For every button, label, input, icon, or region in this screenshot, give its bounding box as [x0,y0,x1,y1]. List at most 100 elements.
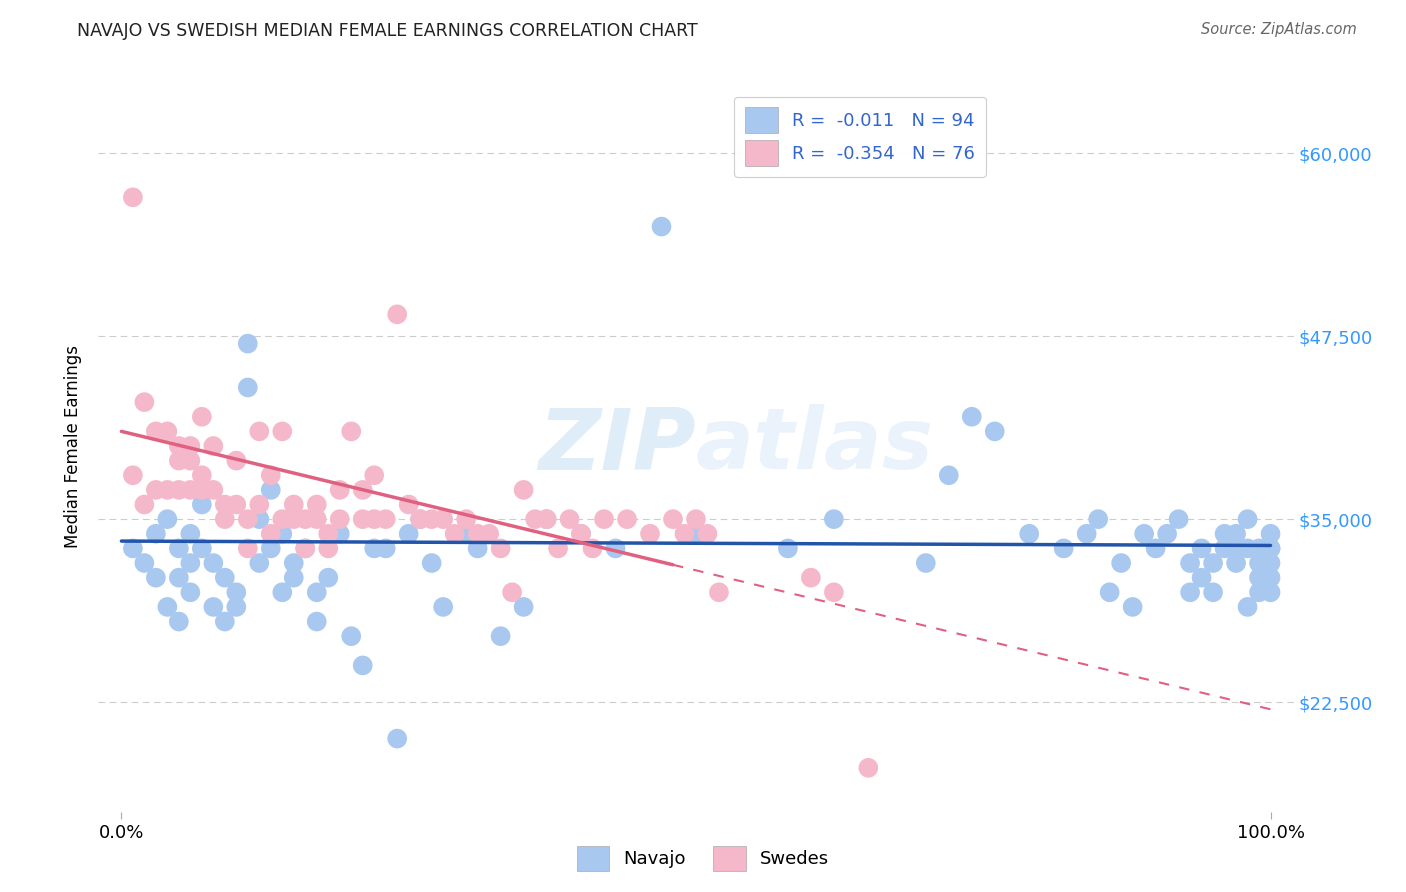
Point [456,526,478,541]
Legend: R =  -0.011   N = 94, R =  -0.354   N = 76: R = -0.011 N = 94, R = -0.354 N = 76 [734,96,986,177]
Point [1122,599,1144,614]
Point [145,425,167,439]
Y-axis label: Median Female Earnings: Median Female Earnings [65,344,83,548]
Point [283,571,305,585]
Point [191,409,214,424]
Point [1260,585,1282,599]
Point [134,395,156,409]
Point [156,483,179,497]
Point [409,512,432,526]
Point [432,599,454,614]
Point [776,541,799,556]
Point [1076,526,1098,541]
Point [823,585,845,599]
Point [1247,556,1270,570]
Point [305,498,328,512]
Point [179,556,201,570]
Point [191,498,214,512]
Point [512,483,534,497]
Point [858,761,880,775]
Point [569,526,592,541]
Point [340,629,363,643]
Point [512,599,534,614]
Point [409,512,432,526]
Point [179,585,201,599]
Point [696,526,718,541]
Point [363,468,385,483]
Point [673,526,696,541]
Point [938,468,960,483]
Point [489,541,512,556]
Point [1053,541,1076,556]
Point [225,585,247,599]
Point [374,541,396,556]
Point [260,526,283,541]
Point [236,541,259,556]
Point [685,512,707,526]
Point [352,483,374,497]
Point [569,526,592,541]
Point [156,425,179,439]
Point [340,425,363,439]
Point [134,556,156,570]
Point [214,498,236,512]
Point [179,439,201,453]
Point [489,629,512,643]
Point [352,512,374,526]
Point [305,615,328,629]
Point [524,512,547,526]
Point [305,585,328,599]
Point [398,526,420,541]
Point [1260,556,1282,570]
Point [1133,526,1156,541]
Point [283,556,305,570]
Point [122,468,145,483]
Point [984,425,1007,439]
Point [167,439,190,453]
Point [202,439,225,453]
Point [191,541,214,556]
Point [456,512,478,526]
Point [363,541,385,556]
Point [316,526,339,541]
Point [225,453,247,467]
Point [420,556,443,570]
Point [467,526,489,541]
Point [363,512,385,526]
Point [225,599,247,614]
Point [225,498,247,512]
Point [294,541,316,556]
Point [352,658,374,673]
Point [1109,556,1132,570]
Point [236,336,259,351]
Point [616,512,638,526]
Point [145,571,167,585]
Point [1236,541,1258,556]
Point [605,541,627,556]
Point [443,526,465,541]
Point [1178,556,1201,570]
Point [156,599,179,614]
Legend: Navajo, Swedes: Navajo, Swedes [569,838,837,879]
Point [247,512,270,526]
Point [179,526,201,541]
Point [650,219,672,234]
Point [1178,585,1201,599]
Point [294,541,316,556]
Point [1213,541,1236,556]
Point [1247,585,1270,599]
Point [1247,571,1270,585]
Point [1225,556,1247,570]
Point [329,512,352,526]
Point [316,541,339,556]
Point [214,571,236,585]
Point [707,585,730,599]
Point [179,453,201,467]
Point [536,512,558,526]
Point [305,512,328,526]
Point [202,483,225,497]
Point [247,556,270,570]
Point [1247,541,1270,556]
Point [685,526,707,541]
Point [247,498,270,512]
